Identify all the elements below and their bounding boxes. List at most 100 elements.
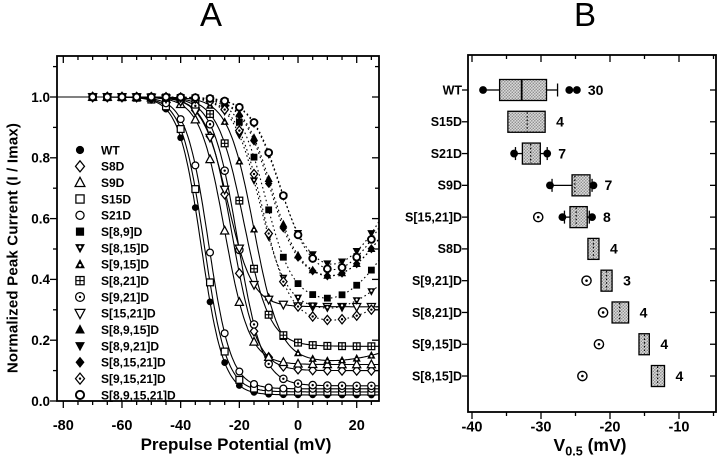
svg-text:S[8,9,15,21]D: S[8,9,15,21]D — [101, 388, 176, 402]
legend-item-S8D: S8D — [74, 160, 125, 174]
svg-text:7: 7 — [558, 145, 566, 161]
svg-text:0.4: 0.4 — [31, 272, 50, 287]
svg-text:S8D: S8D — [101, 160, 125, 174]
svg-text:WT: WT — [101, 143, 120, 157]
boxplot-row-S9D: S9D 7 — [438, 174, 612, 197]
svg-text:4: 4 — [660, 336, 668, 352]
panel-a-markers — [87, 91, 377, 399]
boxplot-row-WT: WT 30 — [443, 78, 604, 102]
box-S[15,21]D — [569, 205, 588, 229]
boxplot-row-S21D: S21D 7 — [431, 142, 566, 165]
svg-text:-80: -80 — [53, 418, 74, 434]
legend-item-S21D: S21D — [75, 209, 131, 223]
legend-item-WT: WT — [75, 143, 120, 157]
svg-text:S[8,21]D: S[8,21]D — [101, 274, 149, 288]
svg-text:S[8,15]D: S[8,15]D — [412, 369, 462, 383]
panel-b-axes — [462, 54, 717, 419]
svg-text:S[15,21]D: S[15,21]D — [101, 307, 156, 321]
svg-text:-10: -10 — [669, 420, 690, 436]
svg-text:S[9,15]D: S[9,15]D — [412, 338, 462, 352]
boxplot-row-S[8,21]D: S[8,21]D 4 — [412, 301, 648, 324]
legend-item-S[8,15]D: S[8,15]D — [75, 241, 149, 255]
svg-text:S[9,21]D: S[9,21]D — [101, 290, 149, 304]
svg-text:-20: -20 — [229, 418, 250, 434]
v05-post: (mV) — [582, 435, 627, 455]
box-S[8,21]D — [611, 301, 630, 324]
panel-a: -80 -60 -40 -20 0 20 0.0 0.2 0.4 0.6 0.8 1.0 WT S8D S9… — [31, 55, 380, 434]
svg-text:0.0: 0.0 — [31, 394, 50, 409]
svg-text:-30: -30 — [531, 420, 552, 436]
box-S[9,15]D — [638, 333, 650, 356]
legend-item-S[9,15,21]D: S[9,15,21]D — [74, 372, 166, 386]
svg-text:8: 8 — [603, 209, 611, 225]
svg-text:4: 4 — [556, 114, 564, 130]
panel-b-x-tick-labels: -40 -30 -20 -10 — [462, 420, 690, 436]
svg-text:4: 4 — [610, 241, 618, 257]
svg-text:S9D: S9D — [438, 179, 462, 193]
outlier-filled — [479, 86, 487, 94]
svg-text:S[9,15]D: S[9,15]D — [101, 258, 149, 272]
svg-text:S[8,9,15]D: S[8,9,15]D — [101, 323, 159, 337]
svg-text:S21D: S21D — [431, 147, 462, 161]
panel-a-series-S[8,9,15,21]D — [88, 92, 376, 274]
svg-text:S[9,15,21]D: S[9,15,21]D — [101, 372, 166, 386]
box-S15D — [507, 110, 546, 133]
svg-text:1.0: 1.0 — [31, 90, 50, 105]
panel-a-y-tick-labels: 0.0 0.2 0.4 0.6 0.8 1.0 — [31, 90, 50, 409]
svg-text:S[15,21]D: S[15,21]D — [405, 210, 462, 224]
svg-text:3: 3 — [623, 272, 631, 288]
v05-sub: 0.5 — [565, 444, 583, 459]
svg-text:S[8,15]D: S[8,15]D — [101, 241, 149, 255]
panel-b: -40 -30 -20 -10 WT 30 S15D 4 S21D 7 S9D 7 S[15,21]D 8… — [405, 54, 717, 436]
svg-text:WT: WT — [443, 83, 463, 97]
boxplot-row-S[9,21]D: S[9,21]D 3 — [412, 269, 631, 292]
svg-text:S9D: S9D — [101, 176, 125, 190]
svg-text:0.8: 0.8 — [31, 151, 50, 166]
legend-item-S[8,9]D: S[8,9]D — [75, 225, 143, 239]
svg-text:30: 30 — [588, 82, 604, 98]
panel-a-y-axis-label: Normalized Peak Current (I / Imax) — [4, 122, 22, 374]
legend-item-S[8,15,21]D: S[8,15,21]D — [75, 356, 166, 370]
box-S[8,15]D — [650, 364, 666, 388]
outlier-filled — [588, 213, 596, 222]
box-WT — [498, 78, 548, 102]
svg-text:S21D: S21D — [101, 209, 131, 223]
svg-text:S[8,21]D: S[8,21]D — [412, 306, 462, 320]
outlier-filled — [510, 149, 518, 158]
boxplot-row-S[15,21]D: S[15,21]D 8 — [405, 205, 611, 229]
svg-text:S[8,15,21]D: S[8,15,21]D — [101, 356, 166, 370]
legend-item-S[8,9,15]D: S[8,9,15]D — [75, 323, 159, 337]
outlier-filled — [546, 181, 554, 190]
svg-text:-40: -40 — [462, 420, 483, 436]
legend-item-S[9,21]D: S[9,21]D — [74, 290, 149, 304]
svg-text:-60: -60 — [111, 418, 132, 434]
svg-text:-20: -20 — [600, 420, 621, 436]
boxplot-row-S[9,15]D: S[9,15]D 4 — [412, 333, 668, 356]
svg-text:4: 4 — [640, 304, 648, 320]
outlier-filled — [565, 86, 574, 94]
boxplot-row-S[8,15]D: S[8,15]D 4 — [412, 364, 684, 388]
legend-item-S[8,9,21]D: S[8,9,21]D — [75, 339, 159, 353]
box-S9D — [571, 174, 591, 197]
box-S[9,21]D — [600, 269, 613, 292]
box-S8D — [587, 237, 600, 261]
svg-text:S15D: S15D — [101, 192, 131, 206]
outlier-filled — [572, 86, 581, 94]
boxplot-row-S15D: S15D 4 — [431, 110, 564, 133]
outlier-filled — [543, 149, 552, 158]
svg-text:0.6: 0.6 — [31, 211, 50, 226]
legend-item-S[8,9,15,21]D: S[8,9,15,21]D — [74, 388, 176, 402]
panel-a-legend: WT S8D S9D S15D S21D S[8,9]D S[8,15]D S[9,15]D S… — [74, 143, 176, 402]
outlier-filled — [558, 213, 567, 222]
svg-text:S[9,21]D: S[9,21]D — [412, 274, 462, 288]
legend-item-S[15,21]D: S[15,21]D — [74, 307, 156, 321]
legend-item-S15D: S15D — [75, 192, 131, 206]
svg-text:S[8,9,21]D: S[8,9,21]D — [101, 339, 159, 353]
legend-item-S[9,15]D: S[9,15]D — [75, 258, 149, 272]
panel-a-x-tick-labels: -80 -60 -40 -20 0 20 — [53, 418, 365, 434]
svg-text:S15D: S15D — [431, 115, 462, 129]
svg-text:S[8,9]D: S[8,9]D — [101, 225, 143, 239]
box-S21D — [521, 142, 541, 165]
